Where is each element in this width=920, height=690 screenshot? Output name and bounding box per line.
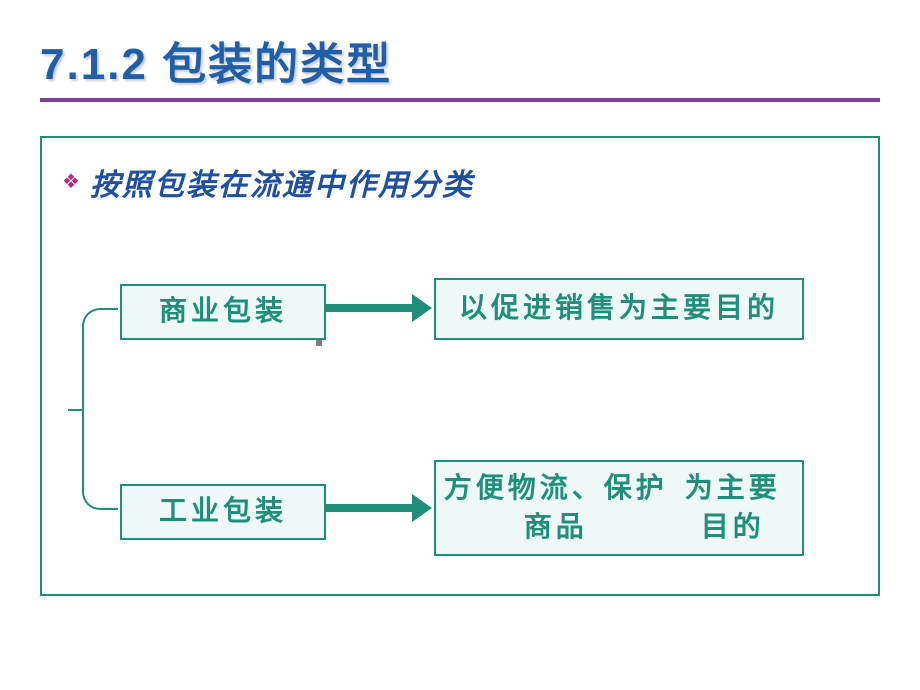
content-box: ❖ 按照包装在流通中作用分类 商业包装 以促进销售为主要目的工业包装 方便物流、保护… <box>40 136 880 596</box>
node-industrial_desc: 方便物流、保护商品为主要目的 <box>434 460 804 556</box>
node-commercial_desc: 以促进销售为主要目的 <box>434 278 804 340</box>
page-title: 7.1.2 包装的类型 <box>40 28 920 92</box>
title-underline <box>40 98 880 102</box>
brace-tip <box>68 409 82 411</box>
subheading-text: 按照包装在流通中作用分类 <box>90 160 474 204</box>
bullet-icon: ❖ <box>62 172 80 192</box>
arrow-head-1 <box>412 494 432 522</box>
arrow-head-0 <box>412 294 432 322</box>
diagram-area: 商业包装 以促进销售为主要目的工业包装 方便物流、保护商品为主要目的 <box>42 214 878 574</box>
title-block: 7.1.2 包装的类型 <box>0 0 920 92</box>
pointer-dot <box>316 340 322 346</box>
arrow-line-0 <box>326 304 414 312</box>
node-commercial: 商业包装 <box>120 284 326 340</box>
brace <box>82 308 118 510</box>
subheading-row: ❖ 按照包装在流通中作用分类 <box>42 138 878 204</box>
node-industrial: 工业包装 <box>120 484 326 540</box>
arrow-line-1 <box>326 504 414 512</box>
